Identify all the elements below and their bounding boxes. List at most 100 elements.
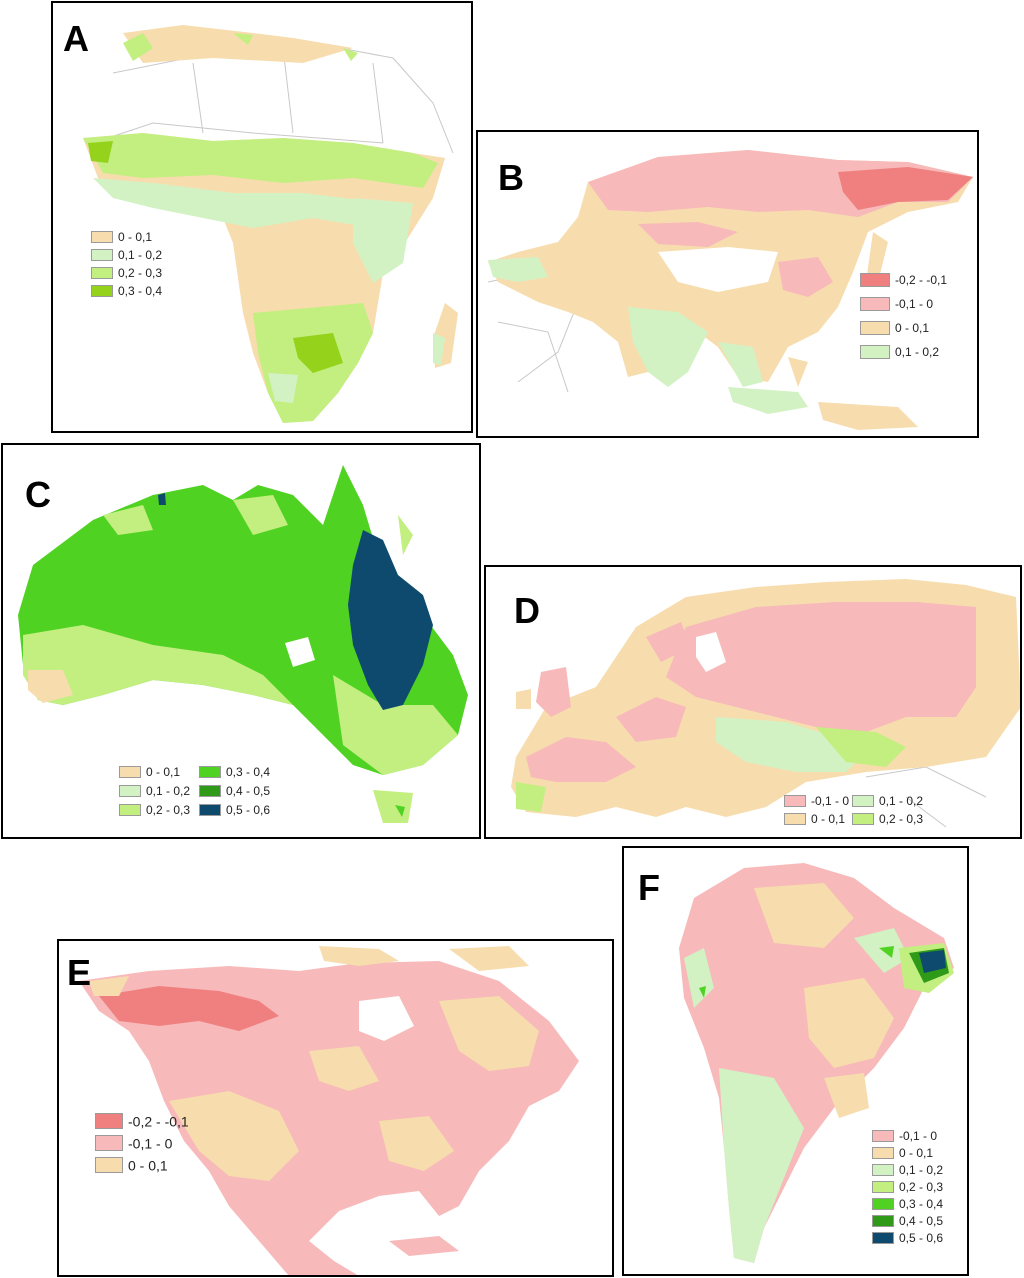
legend-label: 0,2 - 0,3 xyxy=(879,811,924,826)
legend-swatch xyxy=(119,784,141,797)
legend-swatch xyxy=(199,803,221,816)
legend-item: 0,3 - 0,4 xyxy=(199,764,271,779)
panel-b: B -0,2 - -0,1 -0,1 - 0 0 - 0,1 0,1 - 0,2 xyxy=(476,130,979,438)
legend-item: 0 - 0,1 xyxy=(784,811,846,826)
legend-label: 0,2 - 0,3 xyxy=(899,1179,944,1194)
legend-item: 0,4 - 0,5 xyxy=(872,1213,944,1228)
legend-label: -0,2 - -0,1 xyxy=(895,272,948,287)
panel-f: F -0,1 - 0 0 - 0,1 0,1 - 0,2 0,2 - 0,3 0… xyxy=(622,846,969,1276)
legend-label: 0,4 - 0,5 xyxy=(899,1213,944,1228)
legend-swatch xyxy=(199,784,221,797)
legend-item: 0,1 - 0,2 xyxy=(872,1162,944,1177)
legend-label: 0,1 - 0,2 xyxy=(899,1162,944,1177)
legend-label: -0,1 - 0 xyxy=(811,793,850,808)
legend-swatch xyxy=(119,765,141,778)
legend-swatch xyxy=(872,1180,894,1193)
panel-label: C xyxy=(25,474,51,515)
legend-label: -0,1 - 0 xyxy=(128,1135,173,1152)
legend-swatch xyxy=(860,296,890,311)
panel-label: A xyxy=(63,18,89,59)
panel-e: E -0,2 - -0,1 -0,1 - 0 0 - 0,1 xyxy=(57,939,614,1277)
legend-label: 0 - 0,1 xyxy=(118,229,153,244)
legend-swatch xyxy=(872,1231,894,1244)
legend-item: 0,4 - 0,5 xyxy=(199,783,271,798)
map-africa xyxy=(83,25,458,423)
legend-label: 0 - 0,1 xyxy=(128,1157,168,1174)
legend-label: 0,5 - 0,6 xyxy=(899,1230,944,1245)
legend-label: 0,2 - 0,3 xyxy=(146,802,191,817)
legend-swatch xyxy=(872,1129,894,1142)
legend-label: 0,5 - 0,6 xyxy=(226,802,271,817)
legend-swatch xyxy=(860,320,890,335)
legend-swatch xyxy=(95,1113,123,1130)
panel-c: C 0 - 0,1 0,1 - 0,2 0,2 - 0,3 0,3 - 0,4 … xyxy=(1,443,481,839)
map-legend: -0,1 - 0 0 - 0,1 0,1 - 0,2 0,2 - 0,3 0,3… xyxy=(872,1128,962,1258)
legend-label: 0,4 - 0,5 xyxy=(226,783,271,798)
legend-item: 0,1 - 0,2 xyxy=(860,344,940,359)
legend-item: -0,1 - 0 xyxy=(860,296,934,311)
legend-item: 0 - 0,1 xyxy=(872,1145,933,1160)
legend-item: -0,1 - 0 xyxy=(95,1133,173,1152)
legend-label: 0,1 - 0,2 xyxy=(146,783,191,798)
legend-swatch xyxy=(91,248,113,261)
legend-swatch xyxy=(95,1135,123,1152)
legend-label: -0,1 - 0 xyxy=(895,296,934,311)
legend-item: -0,1 - 0 xyxy=(872,1128,938,1143)
legend-item: 0,1 - 0,2 xyxy=(852,793,924,808)
legend-item: 0 - 0,1 xyxy=(95,1155,168,1174)
panel-a: A 0 - 0,1 0,1 - 0,2 0,2 - 0,3 0,3 - 0,4 xyxy=(51,1,473,433)
legend-item: 0,1 - 0,2 xyxy=(91,247,163,262)
legend-label: 0 - 0,1 xyxy=(895,320,930,335)
panel-label: F xyxy=(638,867,660,908)
legend-item: 0 - 0,1 xyxy=(860,320,930,335)
legend-label: 0 - 0,1 xyxy=(811,811,846,826)
map-asia xyxy=(487,150,973,430)
panel-d: D -0,1 - 0 0 - 0,1 0,1 - 0,2 0,2 - 0,3 xyxy=(484,565,1022,839)
legend-item: 0,3 - 0,4 xyxy=(872,1196,944,1211)
legend-label: 0,3 - 0,4 xyxy=(899,1196,944,1211)
legend-swatch xyxy=(872,1163,894,1176)
legend-label: 0,1 - 0,2 xyxy=(895,344,940,359)
legend-swatch xyxy=(91,266,113,279)
map-south-america xyxy=(679,863,954,1263)
legend-item: -0,2 - -0,1 xyxy=(860,272,948,287)
legend-label: -0,1 - 0 xyxy=(899,1128,938,1143)
panel-label: B xyxy=(498,157,524,198)
legend-item: 0 - 0,1 xyxy=(91,229,153,244)
map-legend: -0,1 - 0 0 - 0,1 0,1 - 0,2 0,2 - 0,3 xyxy=(784,793,954,833)
map-legend: 0 - 0,1 0,1 - 0,2 0,2 - 0,3 0,3 - 0,4 0,… xyxy=(119,764,329,824)
legend-swatch xyxy=(872,1214,894,1227)
legend-item: 0,2 - 0,3 xyxy=(852,811,924,826)
legend-item: 0,2 - 0,3 xyxy=(872,1179,944,1194)
map-north-america xyxy=(79,946,579,1275)
map-legend: -0,2 - -0,1 -0,1 - 0 0 - 0,1 xyxy=(95,1111,235,1181)
legend-item: 0,3 - 0,4 xyxy=(91,283,163,298)
legend-item: -0,1 - 0 xyxy=(784,793,850,808)
legend-label: 0,1 - 0,2 xyxy=(879,793,924,808)
legend-swatch xyxy=(852,812,874,825)
legend-label: -0,2 - -0,1 xyxy=(128,1113,189,1130)
legend-item: 0,5 - 0,6 xyxy=(199,802,271,817)
legend-label: 0 - 0,1 xyxy=(146,764,181,779)
legend-swatch xyxy=(784,794,806,807)
legend-item: 0,1 - 0,2 xyxy=(119,783,191,798)
legend-label: 0,1 - 0,2 xyxy=(118,247,163,262)
map-legend: 0 - 0,1 0,1 - 0,2 0,2 - 0,3 0,3 - 0,4 xyxy=(91,229,231,309)
legend-swatch xyxy=(860,344,890,359)
legend-label: 0,3 - 0,4 xyxy=(118,283,163,298)
legend-item: 0,2 - 0,3 xyxy=(91,265,162,280)
map-europe xyxy=(511,579,1020,828)
legend-swatch xyxy=(119,803,141,816)
legend-label: 0,3 - 0,4 xyxy=(226,764,271,779)
legend-swatch xyxy=(852,794,874,807)
legend-swatch xyxy=(860,272,890,287)
map-australia xyxy=(18,465,468,823)
legend-swatch xyxy=(872,1197,894,1210)
legend-swatch xyxy=(95,1157,123,1174)
legend-item: 0 - 0,1 xyxy=(119,764,181,779)
legend-swatch xyxy=(199,765,221,778)
legend-swatch xyxy=(784,812,806,825)
map-legend: -0,2 - -0,1 -0,1 - 0 0 - 0,1 0,1 - 0,2 xyxy=(860,272,977,362)
legend-swatch xyxy=(91,284,113,297)
panel-label: D xyxy=(514,590,540,631)
